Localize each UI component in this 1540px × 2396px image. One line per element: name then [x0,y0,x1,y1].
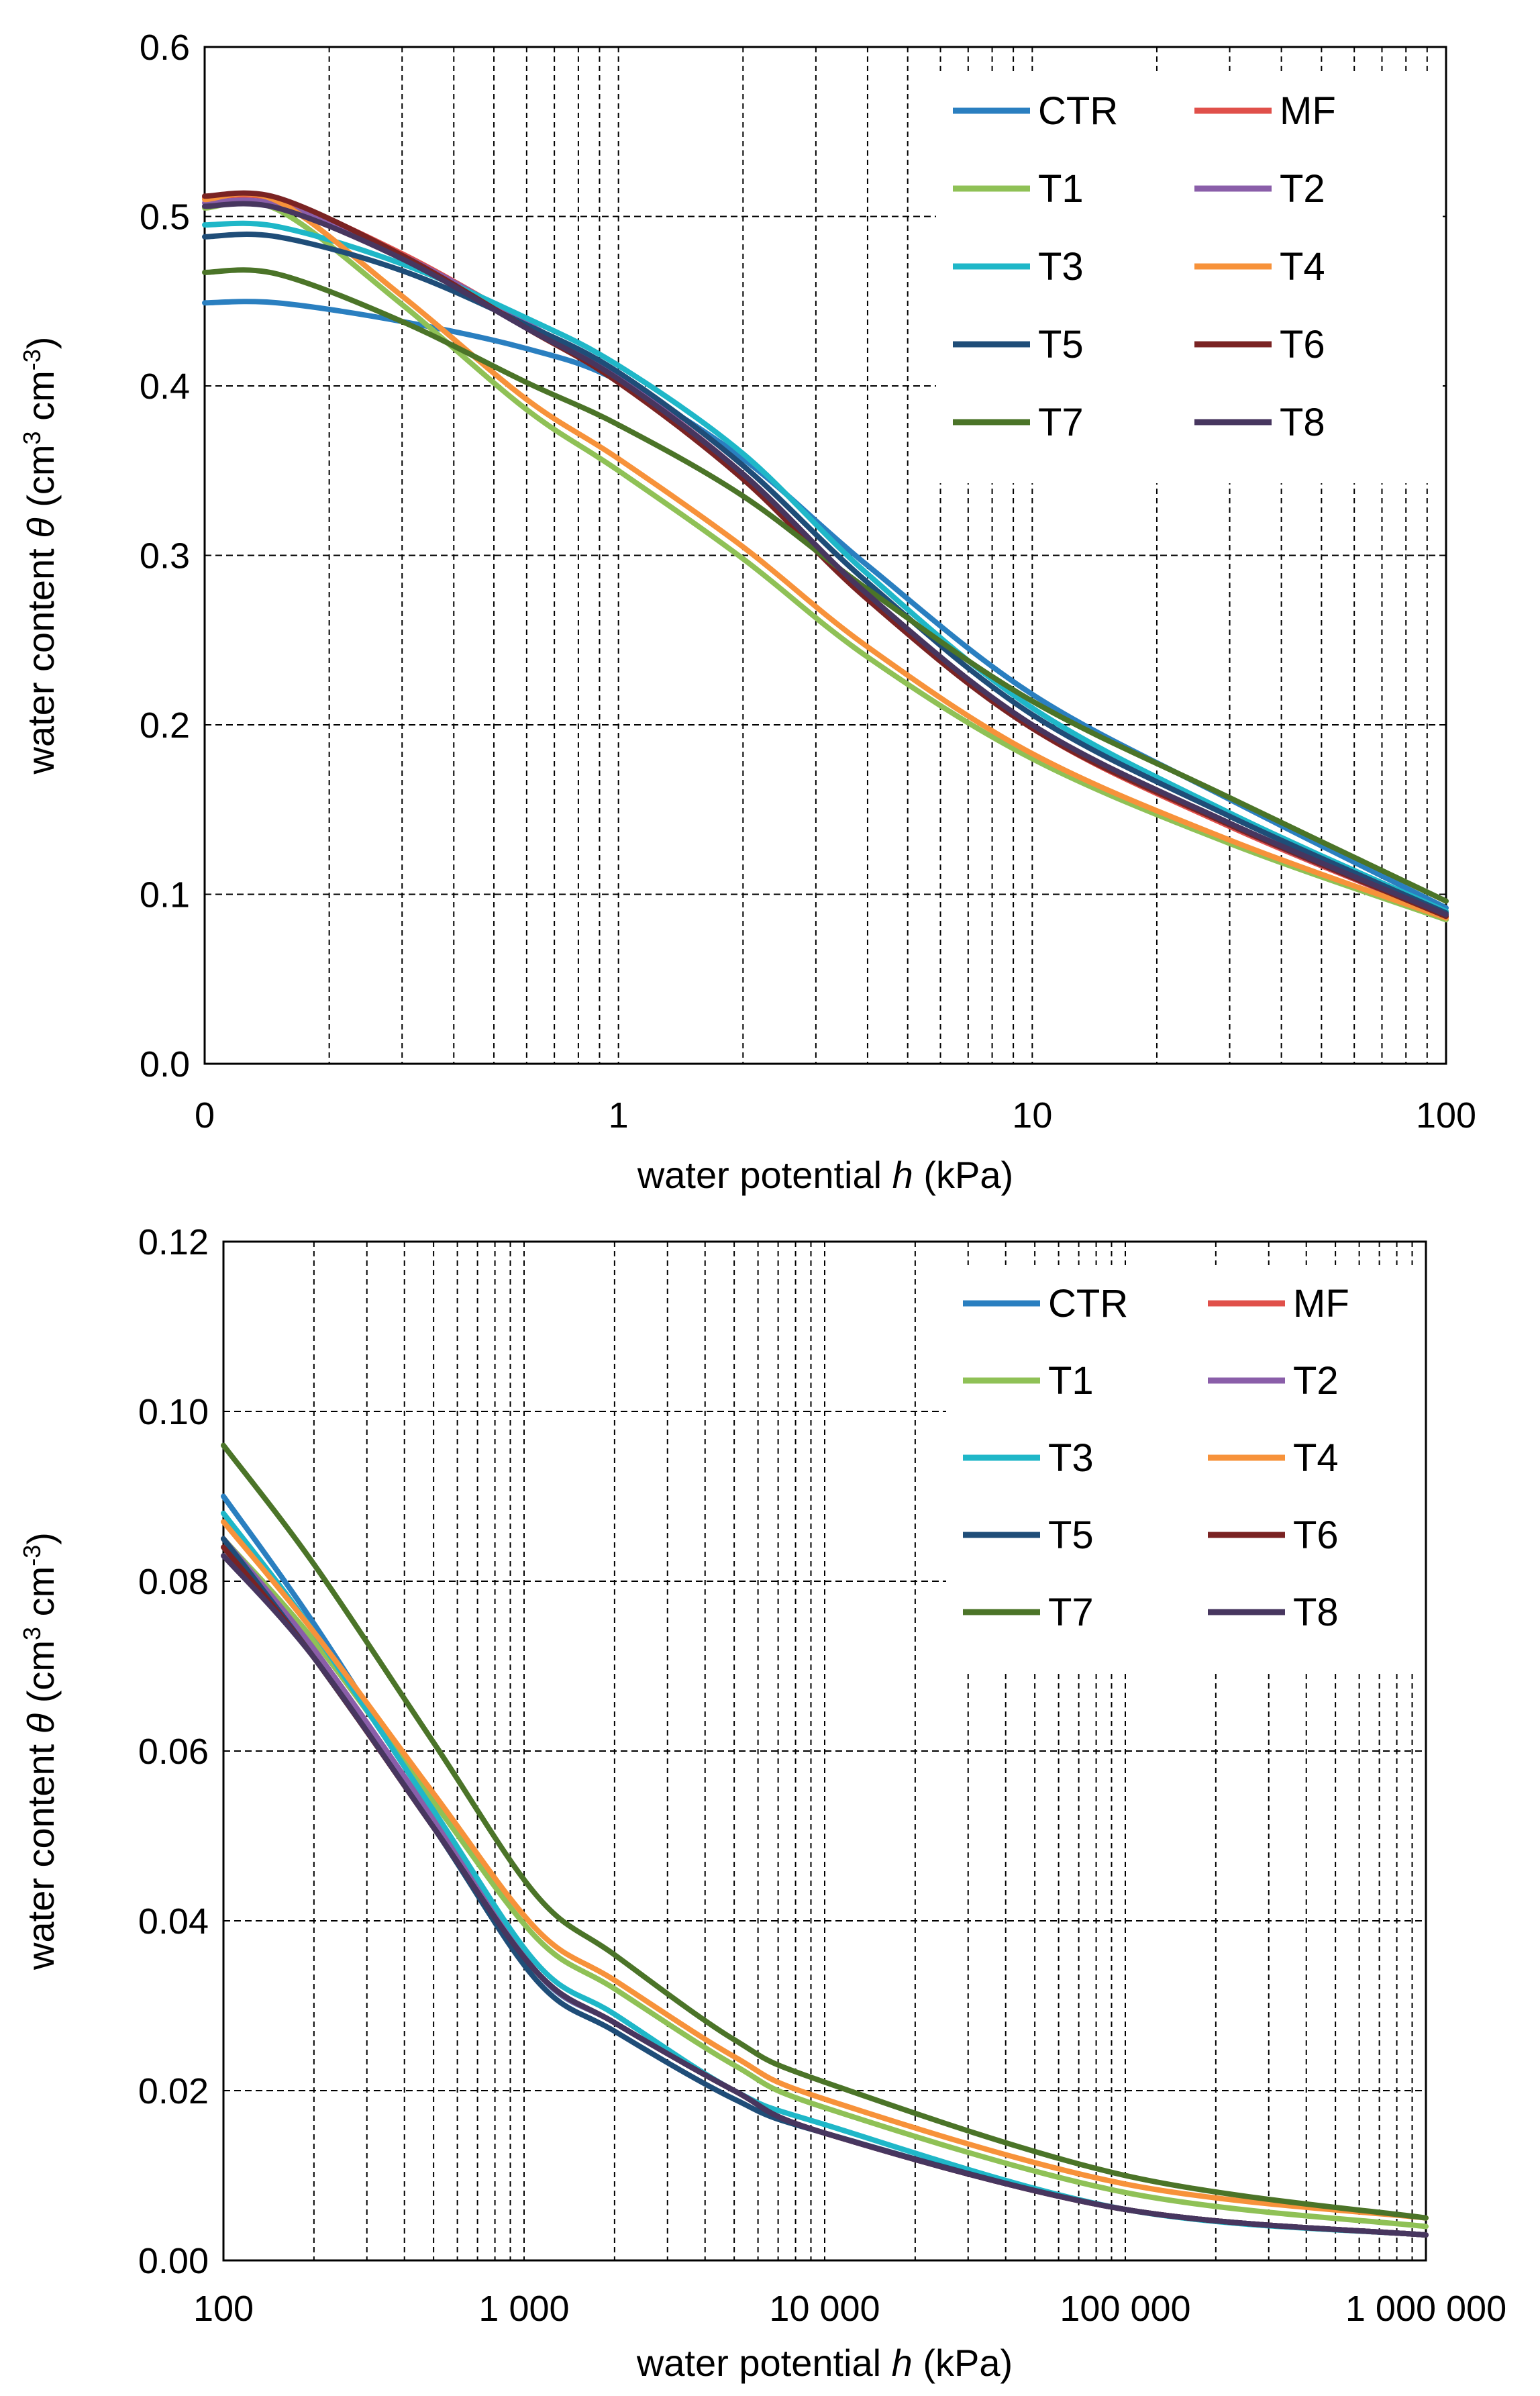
x-tick-label: 1 000 [478,2289,569,2329]
legend-item-t3: T3 [963,1436,1094,1480]
legend-background [936,74,1443,483]
legend-label: T3 [1038,245,1084,289]
y-tick-label: 0.12 [138,1222,209,1262]
legend-label: T7 [1038,401,1084,444]
y-tick-label: 0.08 [138,1562,209,1602]
x-axis-title: water potential h (kPa) [637,1154,1013,1196]
legend-item-t4: T4 [1194,245,1325,289]
x-axis-title: water potential h (kPa) [636,2342,1013,2384]
series-line-t3 [202,220,1449,914]
series-line-t1 [202,199,1449,923]
y-tick-label: 0.6 [140,28,190,68]
legend-item-ctr: CTR [953,89,1118,133]
x-tick-label: 100 000 [1060,2289,1190,2329]
legend-label: T8 [1280,401,1325,444]
legend-item-t3: T3 [953,245,1084,289]
legend-label: T6 [1293,1513,1339,1557]
series-line-t7 [221,1442,1429,2221]
y-tick-label: 0.10 [138,1392,209,1432]
x-tick-label: 10 [1012,1095,1052,1136]
x-tick-label: 10 000 [769,2289,880,2329]
series-line-t4 [221,1519,1429,2221]
legend-label: T5 [1038,323,1084,366]
y-tick-label: 0.02 [138,2071,209,2111]
legend-item-mf: MF [1194,89,1336,133]
legend-item-t6: T6 [1194,323,1325,366]
legend-item-t6: T6 [1208,1513,1339,1557]
y-tick-label: 0.00 [138,2241,209,2281]
series-line-t5 [202,232,1449,916]
legend-item-t1: T1 [953,167,1084,211]
x-tick-label: 100 [193,2289,254,2329]
chart-bottom: CTR MF T1 T2 T3 T4 T5 T6 T7 T8 100 1 000 10 000 100 0… [18,1222,1507,2384]
legend-label: T5 [1048,1513,1094,1557]
legend-label: T3 [1048,1436,1094,1480]
legend-label: CTR [1038,89,1118,133]
plot-frame [203,46,1447,1065]
legend-label: CTR [1048,1282,1128,1326]
legend-label: T1 [1048,1359,1094,1403]
legend-label: T2 [1293,1359,1339,1403]
chart-top: CTR MF T1 T2 T3 T4 T5 T6 T7 T8 0 1 10 100 0.0 0.1 0.2 0.3… [18,28,1477,1196]
y-tick-label: 0.0 [140,1044,190,1085]
legend-label: T7 [1048,1591,1094,1634]
y-tick-label: 0.3 [140,536,190,577]
y-tick-label: 0.4 [140,366,190,407]
series-line-t8 [202,201,1449,917]
legend-item-t7: T7 [963,1591,1094,1634]
legend-label: T1 [1038,167,1084,211]
legend-label: MF [1293,1282,1349,1326]
legend-item-t7: T7 [953,401,1084,444]
x-tick-label: 0 [195,1095,215,1136]
legend-item-t1: T1 [963,1359,1094,1403]
legend-background [946,1265,1423,1671]
legend-item-mf: MF [1208,1282,1349,1326]
legend-label: T8 [1293,1591,1339,1634]
y-tick-label: 0.06 [138,1732,209,1772]
legend-item-t5: T5 [963,1513,1094,1557]
legend-label: T4 [1280,245,1325,289]
legend-item-t4: T4 [1208,1436,1339,1480]
series-line-t7 [202,267,1449,904]
legend-label: T6 [1280,323,1325,366]
y-axis-title: water content θ (cm3 cm-3) [18,337,62,775]
legend-item-t8: T8 [1208,1591,1339,1634]
legend-label: T4 [1293,1436,1339,1480]
plot-frame [222,1240,1427,2262]
legend-item-ctr: CTR [963,1282,1128,1326]
legend-item-t5: T5 [953,323,1084,366]
legend-item-t8: T8 [1194,401,1325,444]
x-tick-label: 1 000 000 [1345,2289,1506,2329]
x-tick-label: 1 [609,1095,629,1136]
legend-item-t2: T2 [1208,1359,1339,1403]
y-tick-label: 0.1 [140,875,190,915]
series-line-t4 [202,191,1449,921]
legend-label: T2 [1280,167,1325,211]
legend-item-t2: T2 [1194,167,1325,211]
y-tick-label: 0.5 [140,197,190,238]
legend-label: MF [1280,89,1336,133]
series-line-t8 [221,1553,1429,2238]
y-tick-label: 0.2 [140,705,190,746]
y-tick-label: 0.04 [138,1901,209,1942]
y-axis-title: water content θ (cm3 cm-3) [18,1532,62,1970]
x-tick-label: 100 [1416,1095,1476,1136]
